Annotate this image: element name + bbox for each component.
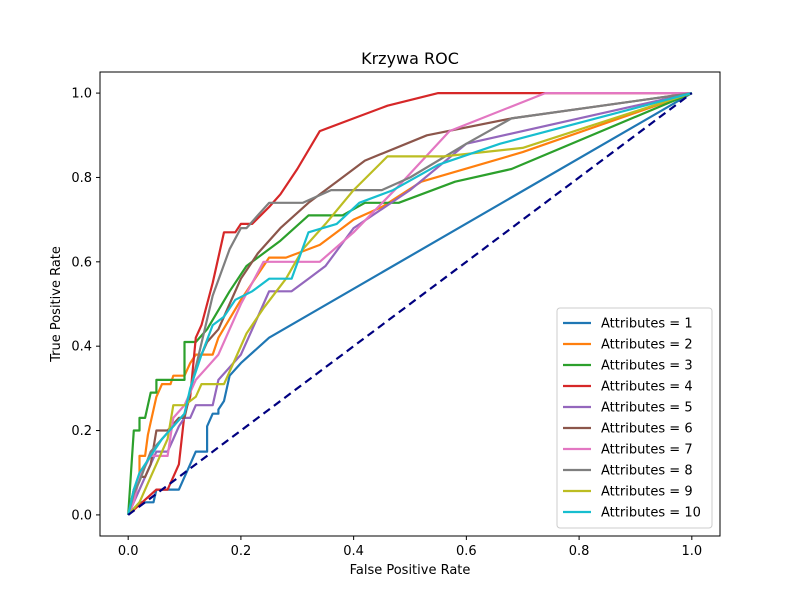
legend-entry-label: Attributes = 7 <box>601 443 693 458</box>
diagonal-reference-line <box>127 92 693 516</box>
legend-entry-label: Attributes = 4 <box>601 380 693 395</box>
legend-entry-label: Attributes = 6 <box>601 422 693 437</box>
series-line-attributes-10 <box>127 92 693 516</box>
x-tick-label: 0.8 <box>569 544 590 559</box>
series-line-attributes-9 <box>127 92 693 516</box>
legend-box <box>556 307 713 529</box>
x-tick-label: 0.0 <box>118 544 139 559</box>
legend-entry-label: Attributes = 2 <box>601 338 693 353</box>
series-line-attributes-7 <box>127 91 692 516</box>
legend-entry-label: Attributes = 3 <box>601 359 693 374</box>
y-tick-label: 0.2 <box>71 424 92 439</box>
legend-entry-label: Attributes = 9 <box>601 485 693 500</box>
y-tick-label: 0.4 <box>71 340 92 355</box>
y-tick-label: 0.8 <box>71 171 92 186</box>
plot-frame <box>99 71 721 537</box>
chart-title: Krzywa ROC <box>361 49 459 68</box>
series-line-attributes-4 <box>127 91 692 516</box>
y-axis-label: True Positive Rate <box>49 246 64 363</box>
y-tick-label: 0.6 <box>71 255 92 270</box>
x-tick-label: 0.2 <box>231 544 252 559</box>
x-axis-ticks: 0.0 0.2 0.4 0.6 0.8 1.0 <box>118 536 702 559</box>
legend-entry-label: Attributes = 10 <box>601 506 701 521</box>
series-line-attributes-8 <box>127 92 692 516</box>
y-tick-label: 1.0 <box>71 87 92 102</box>
legend: Attributes = 1 Attributes = 2 Attributes =… <box>556 307 713 529</box>
x-tick-label: 0.6 <box>456 544 477 559</box>
series-layer <box>127 91 693 516</box>
series-line-attributes-3 <box>127 92 693 515</box>
legend-entry-label: Attributes = 5 <box>601 401 693 416</box>
x-tick-label: 1.0 <box>681 544 702 559</box>
y-axis-ticks: 0.0 0.2 0.4 0.6 0.8 1.0 <box>71 87 100 523</box>
legend-entry-label: Attributes = 1 <box>601 317 693 332</box>
y-tick-label: 0.0 <box>71 508 92 523</box>
x-axis-label: False Positive Rate <box>350 563 471 578</box>
legend-entry-label: Attributes = 8 <box>601 464 693 479</box>
series-line-attributes-6 <box>127 92 692 516</box>
x-tick-label: 0.4 <box>343 544 364 559</box>
series-line-attributes-5 <box>127 92 693 516</box>
